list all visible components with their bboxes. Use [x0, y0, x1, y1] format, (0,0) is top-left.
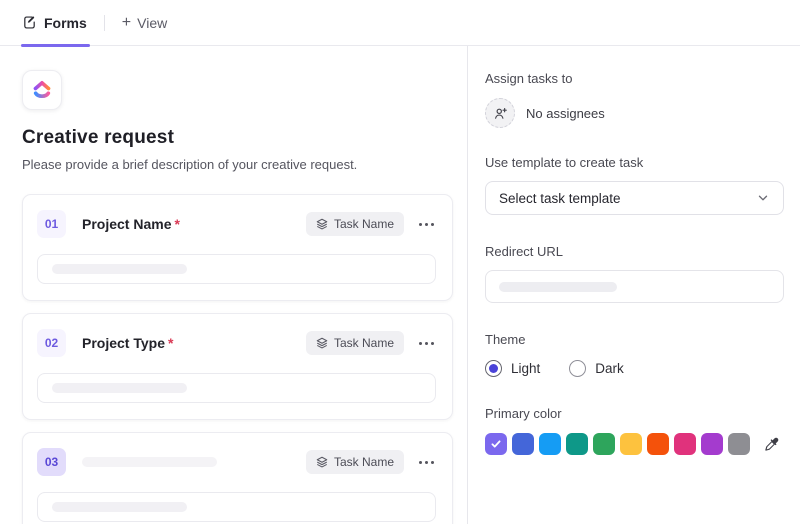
- color-swatch[interactable]: [485, 433, 507, 455]
- field-menu-ellipsis-icon[interactable]: [417, 219, 436, 230]
- color-swatch[interactable]: [701, 433, 723, 455]
- color-swatch[interactable]: [593, 433, 615, 455]
- add-assignee-button[interactable]: [485, 98, 515, 128]
- task-template-select-value: Select task template: [499, 190, 621, 206]
- person-plus-icon: [493, 106, 508, 121]
- color-swatch[interactable]: [512, 433, 534, 455]
- input-placeholder-bar: [52, 502, 187, 512]
- color-swatch[interactable]: [620, 433, 642, 455]
- color-swatch[interactable]: [674, 433, 696, 455]
- color-swatch[interactable]: [566, 433, 588, 455]
- task-name-chip[interactable]: Task Name: [305, 212, 404, 236]
- redirect-url-input[interactable]: [485, 270, 784, 303]
- form-field-card[interactable]: 03 Task Name: [22, 432, 453, 524]
- input-placeholder-bar: [499, 281, 617, 292]
- radio-selected-icon[interactable]: [485, 360, 502, 377]
- radio-unselected-icon[interactable]: [569, 360, 587, 377]
- field-number-badge: 01: [37, 210, 66, 238]
- task-name-chip[interactable]: Task Name: [305, 450, 404, 474]
- color-swatch[interactable]: [647, 433, 669, 455]
- color-swatches: [485, 433, 784, 455]
- required-asterisk: *: [174, 216, 180, 232]
- assignees-control[interactable]: No assignees: [485, 98, 784, 128]
- layers-icon: [316, 456, 328, 468]
- input-placeholder-bar: [52, 264, 187, 274]
- theme-option-label: Dark: [595, 361, 624, 376]
- form-fields-list: 01 Project Name * Task Name: [22, 194, 453, 524]
- primary-color-label: Primary color: [485, 406, 562, 421]
- chip-label: Task Name: [333, 455, 394, 469]
- form-description[interactable]: Please provide a brief description of yo…: [22, 157, 358, 172]
- form-field-card[interactable]: 02 Project Type * Task Name: [22, 313, 453, 420]
- task-template-select[interactable]: Select task template: [485, 181, 784, 215]
- task-name-chip[interactable]: Task Name: [305, 331, 404, 355]
- active-tab-underline: [21, 43, 90, 47]
- chip-label: Task Name: [333, 336, 394, 350]
- field-answer-input[interactable]: [37, 254, 436, 284]
- eyedropper-icon[interactable]: [763, 436, 780, 453]
- theme-label: Theme: [485, 332, 526, 347]
- layers-icon: [316, 337, 328, 349]
- chip-label: Task Name: [333, 217, 394, 231]
- color-swatch[interactable]: [728, 433, 750, 455]
- tab-divider: [103, 14, 105, 31]
- assignees-value: No assignees: [526, 105, 605, 121]
- form-field-card[interactable]: 01 Project Name * Task Name: [22, 194, 453, 301]
- field-number-badge: 02: [37, 329, 66, 357]
- tab-add-view[interactable]: + View: [122, 0, 167, 46]
- field-number-badge: 03: [37, 448, 66, 476]
- theme-radio-group: Light Dark: [485, 360, 784, 377]
- forms-icon: [22, 15, 37, 30]
- clickup-logo-icon: [29, 77, 55, 103]
- theme-option-light[interactable]: Light: [485, 360, 540, 377]
- theme-option-label: Light: [511, 361, 541, 376]
- required-asterisk: *: [168, 335, 174, 351]
- plus-icon: +: [121, 13, 132, 31]
- theme-option-dark[interactable]: Dark: [569, 360, 624, 377]
- tab-forms[interactable]: Forms: [21, 0, 90, 47]
- form-logo[interactable]: [22, 70, 62, 110]
- form-preview-panel: Creative request Please provide a brief …: [0, 46, 468, 524]
- chevron-down-icon: [756, 191, 770, 205]
- tab-forms-label: Forms: [44, 14, 87, 31]
- field-label[interactable]: Project Type *: [82, 335, 174, 351]
- assign-tasks-label: Assign tasks to: [485, 71, 573, 86]
- field-label-placeholder-bar[interactable]: [82, 457, 217, 467]
- input-placeholder-bar: [52, 383, 187, 393]
- template-label: Use template to create task: [485, 155, 644, 170]
- layers-icon: [316, 218, 328, 230]
- field-answer-input[interactable]: [37, 492, 436, 522]
- form-title[interactable]: Creative request: [22, 127, 175, 148]
- field-menu-ellipsis-icon[interactable]: [417, 457, 436, 468]
- check-icon: [491, 440, 501, 448]
- redirect-url-label: Redirect URL: [485, 244, 564, 259]
- field-menu-ellipsis-icon[interactable]: [417, 338, 436, 349]
- field-answer-input[interactable]: [37, 373, 436, 403]
- view-tabbar: Forms + View: [0, 0, 800, 47]
- tab-view-label: View: [137, 14, 168, 31]
- form-settings-panel: Assign tasks to No assignees Use templat…: [468, 46, 800, 524]
- field-label[interactable]: Project Name *: [82, 216, 180, 232]
- color-swatch[interactable]: [539, 433, 561, 455]
